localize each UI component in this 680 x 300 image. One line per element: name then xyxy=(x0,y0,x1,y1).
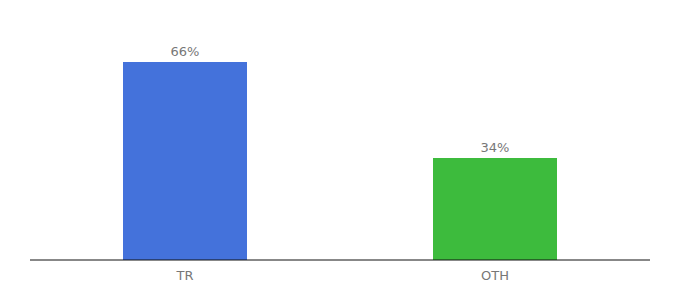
data-labels: 66% 34% xyxy=(171,44,510,155)
x-tick-label: OTH xyxy=(481,268,509,283)
chart-svg: 66% 34% TR OTH xyxy=(0,0,680,300)
x-axis-ticks: TR OTH xyxy=(176,268,509,283)
data-label: 66% xyxy=(171,44,200,59)
bar xyxy=(433,158,557,260)
x-tick-label: TR xyxy=(176,268,194,283)
plot-area: 66% 34% TR OTH xyxy=(30,44,650,283)
data-label: 34% xyxy=(481,140,510,155)
x-axis-line xyxy=(30,260,650,261)
chart-container: 66% 34% TR OTH xyxy=(0,0,680,300)
bars xyxy=(123,62,557,260)
bar xyxy=(123,62,247,260)
